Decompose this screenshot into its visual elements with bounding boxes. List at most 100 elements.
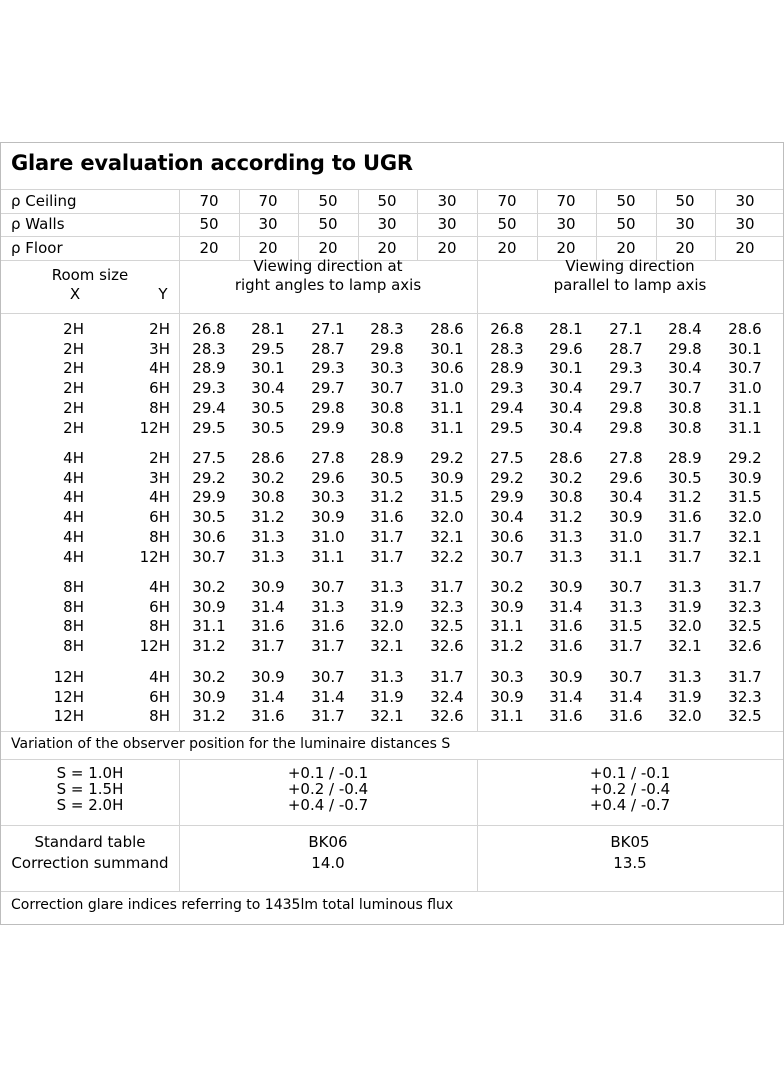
ugr-value: 31.9 bbox=[668, 687, 702, 706]
room-size-y: 6H bbox=[149, 597, 170, 616]
ugr-value: 32.4 bbox=[430, 687, 464, 706]
ugr-value: 31.2 bbox=[668, 488, 702, 507]
ugr-value: 31.1 bbox=[430, 418, 464, 437]
room-size-x-label: X bbox=[69, 285, 81, 303]
ugr-value: 31.6 bbox=[668, 508, 702, 527]
rule-walls bbox=[1, 236, 783, 237]
ugr-value: 29.8 bbox=[609, 398, 643, 417]
ugr-value: 29.6 bbox=[311, 468, 345, 487]
ugr-value: 29.7 bbox=[609, 379, 643, 398]
ugr-value: 30.9 bbox=[251, 668, 285, 686]
ugr-value: 31.3 bbox=[549, 547, 583, 566]
variation-value: +0.1 / -0.1 bbox=[287, 764, 369, 782]
reflectance-value: 50 bbox=[318, 215, 338, 233]
ugr-value: 29.2 bbox=[430, 449, 464, 467]
viewing-right-angles-header: Viewing direction at right angles to lam… bbox=[179, 257, 477, 295]
ugr-value: 31.3 bbox=[251, 527, 285, 546]
room-size-x: 2H bbox=[63, 379, 84, 398]
room-size-x: 4H bbox=[63, 488, 84, 507]
ugr-value: 30.6 bbox=[490, 527, 524, 546]
ugr-value: 31.1 bbox=[728, 418, 762, 437]
ugr-value: 32.2 bbox=[430, 547, 464, 566]
ugr-value: 30.7 bbox=[311, 668, 345, 686]
ugr-value: 31.7 bbox=[370, 547, 404, 566]
room-size-y: 8H bbox=[149, 617, 170, 636]
ugr-value: 31.7 bbox=[251, 637, 285, 656]
ugr-value: 31.5 bbox=[430, 488, 464, 507]
ugr-value: 31.1 bbox=[192, 617, 226, 636]
ugr-value: 31.1 bbox=[430, 398, 464, 417]
room-size-y: 3H bbox=[149, 339, 170, 358]
room-size-x: 8H bbox=[63, 617, 84, 636]
ugr-value: 29.9 bbox=[192, 488, 226, 507]
ugr-value: 31.2 bbox=[192, 637, 226, 656]
reflectance-label: ρ Floor bbox=[11, 239, 63, 257]
ugr-value: 30.1 bbox=[549, 359, 583, 378]
ugr-value: 31.7 bbox=[728, 578, 762, 596]
room-size-y: 6H bbox=[149, 687, 170, 706]
variation-parallel: +0.1 / -0.1 +0.2 / -0.4 +0.4 / -0.7 bbox=[477, 765, 783, 813]
ugr-value: 30.2 bbox=[549, 468, 583, 487]
ugr-value: 29.3 bbox=[609, 359, 643, 378]
ugr-value: 30.9 bbox=[490, 597, 524, 616]
ugr-value: 30.5 bbox=[370, 468, 404, 487]
reflectance-value: 20 bbox=[497, 239, 517, 257]
ugr-value: 28.9 bbox=[370, 449, 404, 467]
ugr-value: 31.1 bbox=[609, 547, 643, 566]
ugr-value: 29.3 bbox=[192, 379, 226, 398]
ugr-value: 31.6 bbox=[549, 707, 583, 726]
room-size-x: 8H bbox=[63, 597, 84, 616]
ugr-value: 31.4 bbox=[549, 597, 583, 616]
ugr-value: 32.0 bbox=[370, 617, 404, 636]
ugr-value: 30.8 bbox=[370, 418, 404, 437]
reflectance-value: 30 bbox=[377, 215, 397, 233]
ugr-value: 31.2 bbox=[549, 508, 583, 527]
ugr-value: 31.6 bbox=[549, 617, 583, 636]
s-label: S = 2.0H bbox=[56, 796, 124, 814]
ugr-value: 31.6 bbox=[609, 707, 643, 726]
ugr-value: 30.6 bbox=[192, 527, 226, 546]
room-size-y: 2H bbox=[149, 449, 170, 467]
ugr-value: 30.5 bbox=[192, 508, 226, 527]
room-size-y: 12H bbox=[139, 547, 170, 566]
ugr-value: 30.2 bbox=[192, 668, 226, 686]
ugr-value: 32.1 bbox=[430, 527, 464, 546]
reflectance-value: 30 bbox=[258, 215, 278, 233]
ugr-value: 31.3 bbox=[609, 597, 643, 616]
ugr-value: 29.2 bbox=[490, 468, 524, 487]
ugr-value: 31.2 bbox=[490, 637, 524, 656]
ugr-value: 29.2 bbox=[728, 449, 762, 467]
ugr-value: 28.3 bbox=[192, 339, 226, 358]
ugr-value: 30.4 bbox=[549, 379, 583, 398]
ugr-value: 31.7 bbox=[430, 668, 464, 686]
reflectance-value: 30 bbox=[675, 215, 695, 233]
ugr-value: 28.3 bbox=[370, 320, 404, 338]
ugr-value: 30.4 bbox=[549, 398, 583, 417]
ugr-value: 28.6 bbox=[728, 320, 762, 338]
room-size-y: 8H bbox=[149, 527, 170, 546]
reflectance-value: 20 bbox=[675, 239, 695, 257]
standard-table-value: BK05 bbox=[610, 833, 650, 851]
room-size-y: 6H bbox=[149, 508, 170, 527]
col-divider-label-lower bbox=[179, 759, 180, 891]
ugr-value: 32.6 bbox=[430, 707, 464, 726]
ugr-value: 27.5 bbox=[490, 449, 524, 467]
ugr-value: 31.7 bbox=[609, 637, 643, 656]
room-size-x: 4H bbox=[63, 449, 84, 467]
room-size-x: 4H bbox=[63, 508, 84, 527]
reflectance-column-divider bbox=[596, 189, 597, 260]
ugr-value: 29.9 bbox=[311, 418, 345, 437]
room-size-x: 2H bbox=[63, 320, 84, 338]
reflectance-column-divider bbox=[537, 189, 538, 260]
reflectance-value: 70 bbox=[497, 192, 517, 210]
ugr-value: 32.0 bbox=[430, 508, 464, 527]
ugr-value: 30.9 bbox=[490, 687, 524, 706]
standard-table-value: BK06 bbox=[308, 833, 348, 851]
reflectance-value: 70 bbox=[556, 192, 576, 210]
ugr-value: 29.2 bbox=[192, 468, 226, 487]
ugr-value: 31.5 bbox=[609, 617, 643, 636]
viewing-parallel-line-1: Viewing direction bbox=[565, 257, 695, 275]
ugr-value: 30.9 bbox=[549, 578, 583, 596]
ugr-value: 30.7 bbox=[192, 547, 226, 566]
ugr-value: 30.7 bbox=[490, 547, 524, 566]
